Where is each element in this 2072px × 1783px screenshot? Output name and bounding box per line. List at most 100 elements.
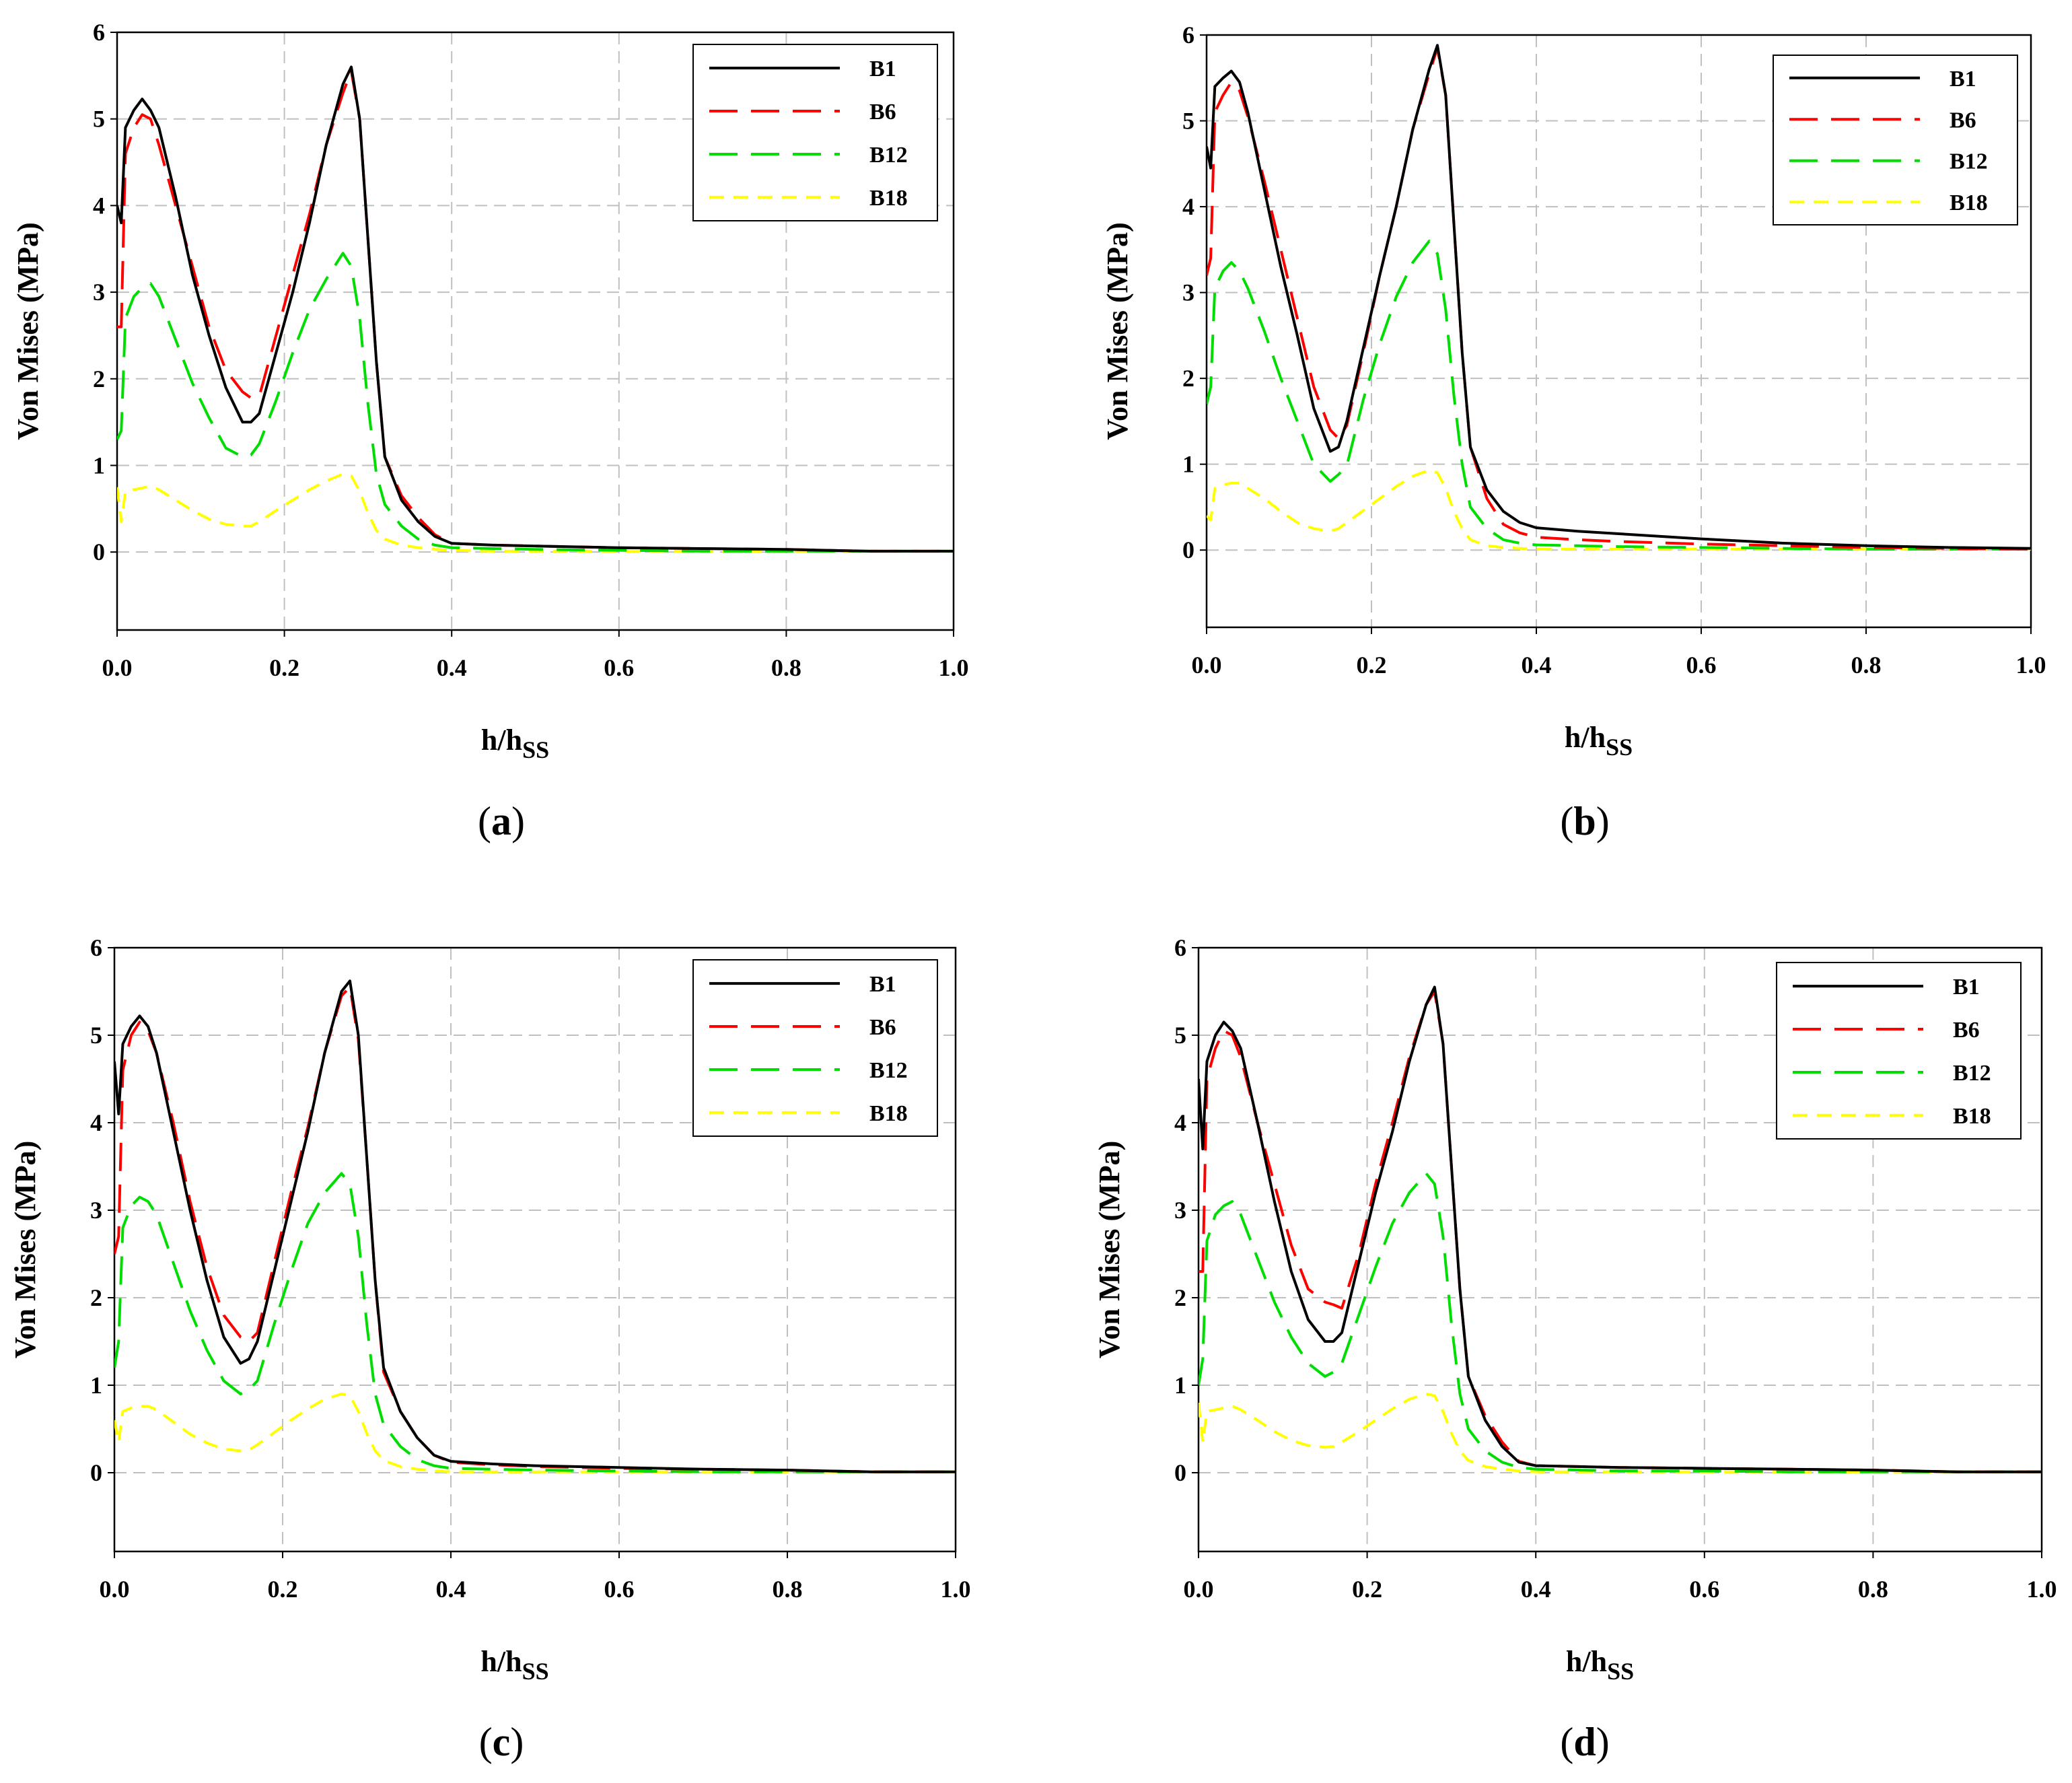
series-line-B6	[1199, 990, 2042, 1473]
y-tick-label: 0	[1182, 536, 1194, 563]
y-tick-label: 4	[1182, 193, 1194, 220]
caption-letter: a	[491, 799, 511, 843]
legend-label-B18: B18	[1953, 1104, 1991, 1129]
y-tick-label: 4	[93, 192, 105, 219]
y-tick-label: 2	[90, 1284, 102, 1311]
y-tick-label: 1	[1182, 451, 1194, 478]
x-tick-label: 0.8	[773, 1576, 803, 1603]
legend-label-B12: B12	[1953, 1061, 1991, 1086]
legend-label-B18: B18	[869, 1101, 908, 1126]
y-tick-label: 4	[90, 1109, 102, 1136]
series-line-B1	[117, 65, 954, 553]
legend-label-B12: B12	[869, 1058, 908, 1083]
legend-label-B1: B1	[1953, 975, 1980, 1000]
series-line-B1	[114, 979, 956, 1473]
x-axis-title-main: h/h	[481, 724, 522, 757]
legend-label-B6: B6	[869, 100, 896, 125]
x-tick-label: 0.0	[102, 654, 133, 681]
y-tick-label: 6	[90, 934, 102, 961]
legend-label-B6: B6	[1953, 1018, 1980, 1043]
legend-label-B12: B12	[869, 143, 908, 168]
plot-frame	[1197, 946, 2043, 1553]
series-line-B18	[117, 473, 954, 553]
panel-caption: (d)	[1560, 1720, 1609, 1764]
x-tick-label: 0.4	[1521, 1576, 1551, 1603]
y-axis-title: Von Mises (MPa)	[9, 1141, 42, 1358]
panel-caption: (a)	[478, 799, 525, 843]
caption-letter: b	[1573, 799, 1596, 843]
x-tick-label: 1.0	[2027, 1576, 2057, 1603]
legend-label-B6: B6	[869, 1015, 896, 1040]
x-axis-title-main: h/h	[1565, 721, 1606, 754]
legend-label-B6: B6	[1950, 108, 1976, 133]
y-tick-label: 3	[90, 1197, 102, 1224]
x-tick-label: 1.0	[2016, 652, 2046, 678]
series-line-B18	[114, 1393, 956, 1473]
x-tick-label: 0.4	[1522, 652, 1552, 678]
x-tick-label: 0.6	[1686, 652, 1717, 678]
y-tick-label: 5	[90, 1022, 102, 1049]
legend-box	[692, 959, 938, 1137]
y-tick-label: 6	[1174, 934, 1186, 961]
legend: B1 B6 B12 B18	[1773, 55, 2018, 225]
x-tick-label: 0.6	[604, 654, 634, 681]
y-tick-label: 0	[93, 538, 105, 565]
panel-caption: (c)	[479, 1720, 524, 1764]
caption-open-paren: (	[1560, 799, 1573, 843]
x-tick-label: 0.0	[1192, 652, 1222, 678]
x-tick-label: 0.0	[100, 1576, 130, 1603]
y-tick-label: 4	[1174, 1109, 1186, 1136]
legend-label-B1: B1	[869, 972, 896, 997]
y-axis-title: Von Mises (MPa)	[1101, 222, 1134, 440]
series-line-B12	[114, 1172, 956, 1473]
x-tick-label: 0.8	[771, 654, 801, 681]
series-line-B18	[1199, 1393, 2042, 1473]
caption-letter: d	[1573, 1720, 1596, 1764]
caption-close-paren: )	[1596, 1720, 1610, 1764]
y-tick-label: 1	[93, 452, 105, 479]
y-tick-label: 3	[1182, 279, 1194, 306]
series-line-B1	[1207, 44, 2031, 550]
y-tick-label: 3	[93, 279, 105, 306]
y-tick-label: 3	[1174, 1197, 1186, 1224]
chart-panel-a: 0.0 0.2 0.4 0.6 0.8 1.0 0 1 2 3 4 5 6 Von Mises (MPa)…	[11, 19, 969, 843]
x-tick-label: 0.2	[269, 654, 299, 681]
x-tick-label: 1.0	[939, 654, 969, 681]
legend-box	[692, 44, 938, 221]
x-tick-label: 0.6	[1689, 1576, 1719, 1603]
x-tick-label: 1.0	[941, 1576, 971, 1603]
y-tick-label: 2	[93, 365, 105, 392]
x-axis-title: h/hSS	[481, 724, 549, 763]
y-tick-label: 6	[93, 19, 105, 46]
legend-label-B18: B18	[869, 186, 908, 211]
y-axis-title: Von Mises (MPa)	[1093, 1141, 1126, 1358]
caption-close-paren: )	[510, 1720, 524, 1764]
caption-close-paren: )	[511, 799, 525, 843]
series-line-B12	[1207, 240, 2031, 551]
x-tick-label: 0.4	[437, 654, 467, 681]
caption-letter: c	[493, 1720, 511, 1764]
plot-frame	[1205, 34, 2032, 629]
x-axis-title-main: h/h	[1566, 1645, 1607, 1678]
x-tick-label: 0.2	[1352, 1576, 1382, 1603]
y-tick-label: 1	[90, 1372, 102, 1399]
legend-box	[1773, 55, 2018, 225]
legend-label-B18: B18	[1950, 190, 1988, 215]
x-tick-label: 0.8	[1858, 1576, 1888, 1603]
chart-panel-d: 0.0 0.2 0.4 0.6 0.8 1.0 0 1 2 3 4 5 6 Von Mises (MPa)…	[1093, 934, 2057, 1764]
caption-open-paren: (	[479, 1720, 493, 1764]
y-tick-label: 5	[1174, 1022, 1186, 1049]
x-axis-title: h/hSS	[1566, 1645, 1634, 1685]
legend-label-B1: B1	[869, 57, 896, 81]
y-axis-title: Von Mises (MPa)	[11, 222, 44, 440]
x-tick-label: 0.8	[1851, 652, 1882, 678]
x-axis-title: h/hSS	[1565, 721, 1633, 761]
y-tick-label: 1	[1174, 1372, 1186, 1399]
x-tick-label: 0.2	[268, 1576, 298, 1603]
caption-close-paren: )	[1596, 799, 1610, 843]
y-tick-label: 2	[1182, 365, 1194, 392]
x-axis-title-subscript: SS	[1607, 1658, 1634, 1685]
legend-label-B12: B12	[1950, 149, 1988, 174]
y-tick-label: 0	[90, 1459, 102, 1486]
plot-frame	[116, 31, 955, 631]
